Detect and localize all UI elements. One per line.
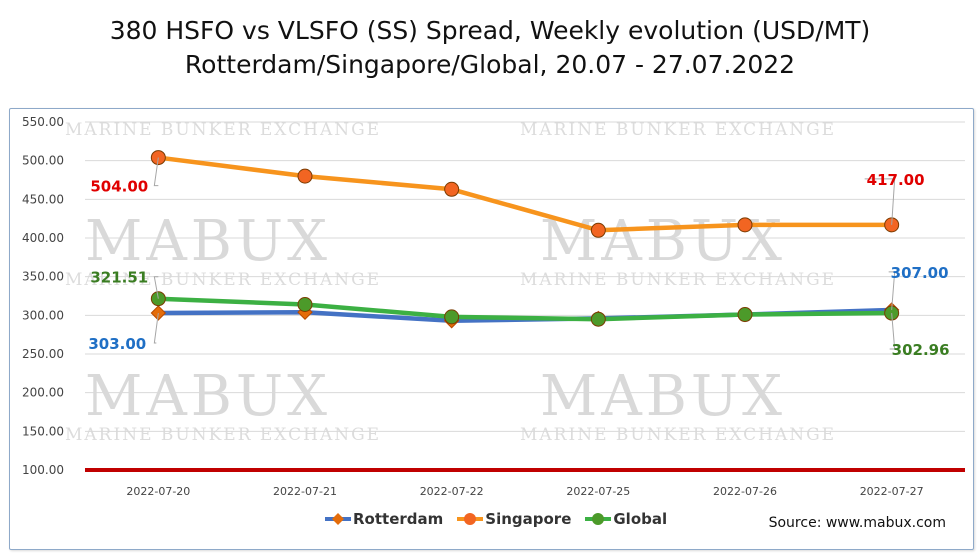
x-tick-label: 2022-07-20	[126, 485, 190, 498]
y-tick-label: 500.00	[22, 154, 64, 168]
label-leader	[889, 313, 896, 350]
point-global	[444, 309, 460, 325]
x-tick-label: 2022-07-22	[420, 485, 484, 498]
watermark-mabux: MABUX	[85, 209, 331, 274]
legend-swatch	[585, 513, 612, 525]
point-singapore	[590, 222, 606, 238]
watermark-mabux: MABUX	[540, 364, 786, 429]
y-tick-label: 550.00	[22, 115, 64, 129]
title-line-1: 380 HSFO vs VLSFO (SS) Spread, Weekly ev…	[109, 16, 871, 45]
legend-item-singapore: Singapore	[457, 510, 571, 528]
watermark-subtitle: MARINE BUNKER EXCHANGE	[65, 425, 381, 445]
source-label: Source: www.mabux.com	[768, 515, 946, 531]
y-tick-label: 100.00	[22, 463, 64, 477]
watermark-subtitle: MARINE BUNKER EXCHANGE	[520, 120, 836, 140]
point-singapore	[737, 217, 753, 233]
data-label: 417.00	[867, 171, 925, 189]
point-global	[297, 297, 313, 313]
y-tick-label: 250.00	[22, 347, 64, 361]
y-tick-label: 400.00	[22, 231, 64, 245]
point-singapore	[297, 168, 313, 184]
chart-frame	[9, 108, 974, 550]
y-tick-label: 350.00	[22, 270, 64, 284]
watermark-subtitle: MARINE BUNKER EXCHANGE	[520, 270, 836, 290]
point-global	[737, 307, 753, 323]
legend-swatch	[457, 513, 484, 525]
y-tick-label: 200.00	[22, 386, 64, 400]
legend-label: Singapore	[485, 510, 572, 528]
legend: Rotterdam Singapore Global	[325, 509, 667, 529]
x-tick-label: 2022-07-26	[713, 485, 777, 498]
data-label: 504.00	[90, 178, 148, 196]
label-leader	[864, 178, 896, 225]
y-tick-label: 450.00	[22, 192, 64, 206]
title-line-2: Rotterdam/Singapore/Global, 20.07 - 27.0…	[184, 50, 796, 79]
label-leader	[888, 271, 896, 310]
legend-label: Rotterdam	[353, 510, 444, 528]
label-leader	[153, 312, 159, 344]
y-tick-label: 150.00	[22, 424, 64, 438]
point-singapore	[444, 181, 460, 197]
watermark-subtitle: MARINE BUNKER EXCHANGE	[65, 270, 381, 290]
watermark-mabux: MABUX	[85, 364, 331, 429]
data-label: 303.00	[88, 335, 146, 353]
legend-label: Global	[613, 510, 668, 528]
legend-swatch	[325, 513, 351, 525]
x-tick-label: 2022-07-21	[273, 485, 337, 498]
watermark-subtitle: MARINE BUNKER EXCHANGE	[65, 120, 381, 140]
data-label: 307.00	[891, 264, 949, 282]
y-tick-label: 300.00	[22, 308, 64, 322]
series-line-global	[158, 296, 892, 322]
point-global	[590, 311, 606, 327]
label-leader	[153, 157, 159, 187]
series-line-singapore	[158, 155, 892, 233]
legend-item-rotterdam: Rotterdam	[325, 510, 443, 528]
x-tick-label: 2022-07-27	[860, 485, 924, 498]
watermark-subtitle: MARINE BUNKER EXCHANGE	[520, 425, 836, 445]
chart-title: 380 HSFO vs VLSFO (SS) Spread, Weekly ev…	[0, 14, 980, 82]
label-leader	[153, 276, 159, 299]
data-label: 302.96	[892, 341, 950, 359]
data-label: 321.51	[90, 269, 148, 287]
x-tick-label: 2022-07-25	[566, 485, 630, 498]
legend-item-global: Global	[585, 510, 667, 528]
